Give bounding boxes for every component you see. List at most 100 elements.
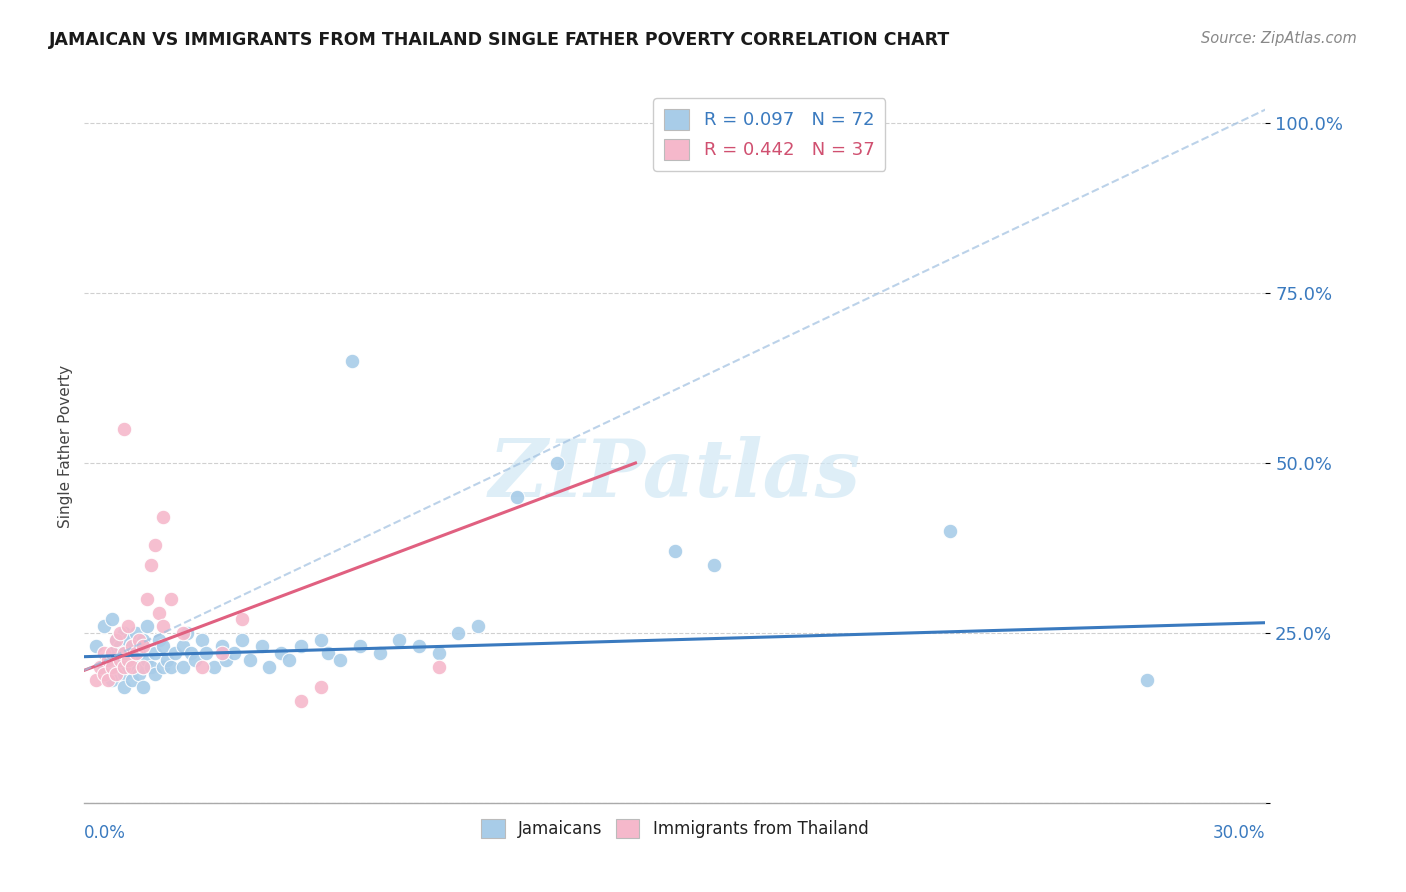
Point (136, 653, 159, 667)
Point (939, 524, 962, 538)
Point (104, 666, 127, 681)
Point (703, 558, 725, 572)
Point (101, 660, 124, 674)
Point (101, 646, 124, 660)
Point (132, 640, 155, 654)
Point (143, 537, 166, 551)
Point (143, 646, 166, 660)
Point (183, 653, 205, 667)
Point (152, 660, 174, 674)
Point (180, 646, 202, 660)
Point (546, 456, 568, 470)
Point (231, 632, 253, 647)
Point (97, 653, 120, 667)
Point (152, 510, 174, 524)
Point (141, 558, 163, 572)
Point (239, 653, 262, 667)
Point (172, 660, 194, 674)
Point (349, 640, 371, 654)
Point (172, 626, 194, 640)
Point (108, 653, 131, 667)
Point (278, 653, 301, 667)
Point (112, 660, 135, 674)
Point (112, 422, 135, 436)
Text: JAMAICAN VS IMMIGRANTS FROM THAILAND SINGLE FATHER POVERTY CORRELATION CHART: JAMAICAN VS IMMIGRANTS FROM THAILAND SIN… (49, 31, 950, 49)
Point (156, 653, 179, 667)
Point (427, 660, 450, 674)
Point (93, 619, 115, 633)
Y-axis label: Single Father Poverty: Single Father Poverty (58, 365, 73, 527)
Point (132, 680, 155, 694)
Point (121, 660, 143, 674)
Point (136, 591, 159, 606)
Point (506, 490, 529, 504)
Point (132, 660, 155, 674)
Point (176, 626, 198, 640)
Point (163, 646, 186, 660)
Point (368, 646, 391, 660)
Point (108, 626, 131, 640)
Point (112, 653, 135, 667)
Point (104, 632, 127, 647)
Point (250, 640, 273, 654)
Point (101, 673, 124, 688)
Point (191, 632, 214, 647)
Text: 0.0%: 0.0% (84, 824, 127, 842)
Point (136, 619, 159, 633)
Point (93, 646, 115, 660)
Point (467, 619, 489, 633)
Point (141, 660, 163, 674)
Point (97, 673, 120, 688)
Point (195, 646, 218, 660)
Point (104, 632, 127, 647)
Point (211, 646, 233, 660)
Point (259, 660, 281, 674)
Point (121, 673, 143, 688)
Text: 30.0%: 30.0% (1213, 824, 1265, 842)
Point (211, 640, 233, 654)
Point (124, 660, 146, 674)
Point (108, 660, 131, 674)
Point (340, 354, 363, 368)
Point (112, 626, 135, 640)
Point (121, 640, 143, 654)
Point (93, 666, 115, 681)
Point (231, 612, 253, 626)
Point (117, 632, 139, 647)
Point (128, 632, 150, 647)
Point (160, 591, 183, 606)
Point (290, 694, 312, 708)
Point (215, 653, 238, 667)
Point (160, 660, 183, 674)
Point (222, 646, 245, 660)
Point (117, 660, 139, 674)
Point (388, 632, 411, 647)
Point (112, 646, 135, 660)
Point (408, 640, 430, 654)
Point (172, 640, 194, 654)
Point (128, 646, 150, 660)
Point (152, 640, 174, 654)
Text: Source: ZipAtlas.com: Source: ZipAtlas.com (1201, 31, 1357, 46)
Point (104, 653, 127, 667)
Point (112, 646, 135, 660)
Point (84, 673, 107, 688)
Text: ZIPatlas: ZIPatlas (489, 436, 860, 513)
Point (318, 646, 340, 660)
Point (132, 660, 155, 674)
Point (84, 640, 107, 654)
Point (290, 640, 312, 654)
Point (128, 666, 150, 681)
Point (101, 612, 124, 626)
Point (124, 646, 146, 660)
Point (309, 632, 332, 647)
Point (427, 646, 450, 660)
Point (121, 640, 143, 654)
Point (309, 680, 332, 694)
Point (148, 632, 170, 647)
Point (93, 660, 115, 674)
Point (202, 660, 225, 674)
Point (1136, 673, 1159, 688)
Point (447, 626, 470, 640)
Legend: Jamaicans, Immigrants from Thailand: Jamaicans, Immigrants from Thailand (475, 812, 875, 845)
